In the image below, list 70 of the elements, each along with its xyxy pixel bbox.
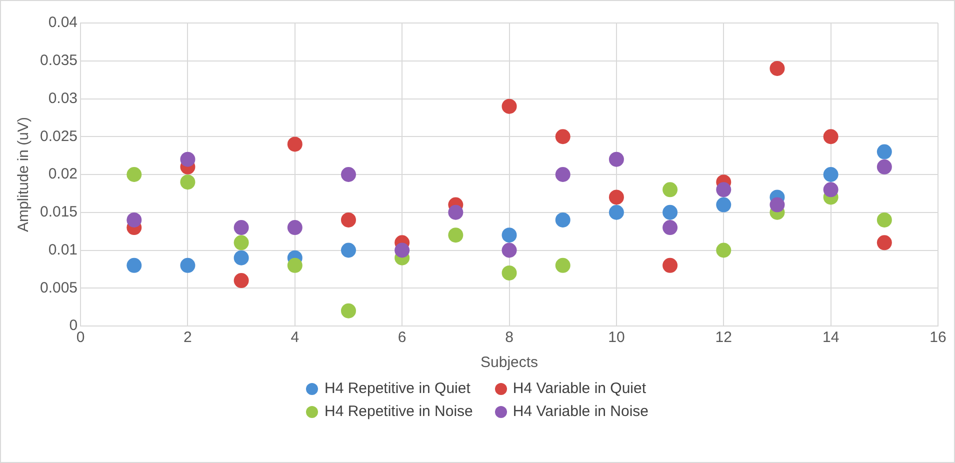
point (287, 220, 302, 236)
point (180, 174, 196, 190)
point (823, 129, 838, 144)
y-tick-label: 0.015 (40, 204, 78, 221)
point (608, 204, 624, 220)
point (340, 167, 356, 182)
point (770, 197, 785, 212)
point (555, 167, 570, 182)
point (234, 235, 249, 250)
point (876, 235, 892, 250)
point (770, 60, 785, 76)
x-tick-label: 6 (398, 329, 406, 346)
y-tick-label: 0.04 (48, 14, 78, 32)
point (180, 152, 196, 167)
x-tick-label: 16 (930, 329, 946, 346)
point (502, 242, 517, 258)
x-tick-label: 12 (715, 329, 732, 346)
point (340, 212, 356, 228)
x-tick-label: 14 (822, 329, 840, 346)
x-tick-label: 8 (505, 329, 514, 346)
y-tick-label: 0.005 (40, 279, 78, 296)
x-tick-label: 10 (608, 329, 625, 346)
y-tick-label: 0.01 (48, 241, 78, 258)
legend-label: H4 Repetitive in Noise (324, 403, 473, 420)
point (555, 129, 570, 144)
y-tick-label: 0.03 (48, 90, 78, 107)
point (608, 190, 624, 205)
point (716, 242, 732, 258)
point (180, 258, 196, 273)
point (555, 212, 570, 228)
point (876, 212, 892, 228)
point (716, 197, 732, 212)
point (823, 167, 838, 182)
point (662, 258, 678, 273)
legend-label: H4 Variable in Noise (512, 403, 649, 420)
point (823, 182, 838, 198)
y-tick-label: 0 (69, 317, 78, 334)
point (234, 220, 249, 236)
point (662, 204, 678, 220)
x-tick-label: 2 (184, 329, 192, 346)
point (448, 204, 464, 220)
point (287, 136, 302, 152)
point (340, 303, 356, 318)
point (126, 258, 142, 273)
point (502, 98, 517, 114)
point (234, 250, 249, 266)
point (126, 212, 142, 228)
x-tick-label: 4 (290, 329, 300, 346)
point (502, 228, 517, 243)
point (876, 144, 892, 160)
point (448, 228, 464, 243)
y-tick-label: 0.02 (48, 166, 78, 183)
y-tick-label: 0.025 (40, 128, 78, 145)
y-axis-title: Amplitude in (uV) (15, 116, 32, 232)
point (555, 258, 570, 273)
point (340, 242, 356, 258)
point (662, 220, 678, 236)
point (126, 167, 142, 182)
point (662, 182, 678, 198)
point (876, 159, 892, 174)
point (287, 258, 302, 273)
point (716, 182, 732, 198)
point (608, 152, 624, 167)
point (502, 265, 517, 280)
legend-label: H4 Variable in Quiet (512, 380, 646, 397)
point (394, 242, 410, 258)
x-axis-title: Subjects (480, 354, 538, 372)
point (234, 273, 249, 288)
legend-label: H4 Repetitive in Quiet (324, 380, 470, 397)
y-tick-label: 0.035 (40, 52, 78, 70)
